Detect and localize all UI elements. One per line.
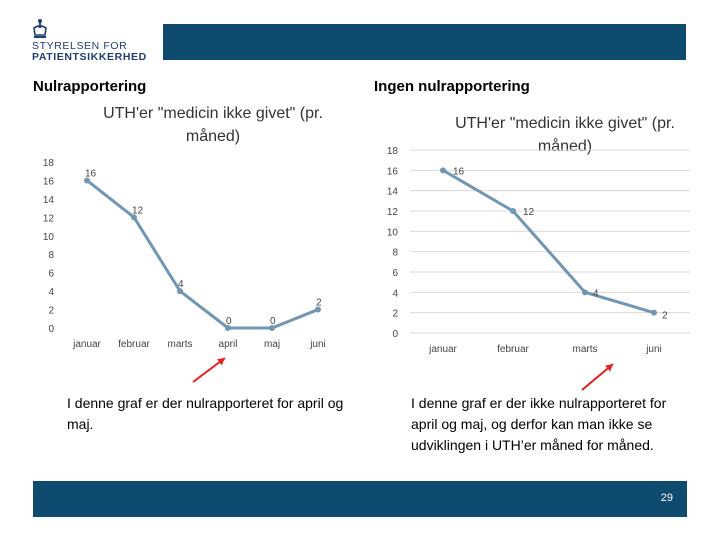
chart-2-y-tick-label: 6	[392, 268, 398, 279]
chart-2-data-label: 2	[662, 311, 668, 322]
chart-2-title-line-1: UTH'er "medicin ikke givet" (pr.	[455, 115, 675, 132]
chart-1-category-label: januar	[72, 339, 101, 350]
chart-1-data-label: 12	[132, 205, 144, 216]
chart-1-data-label: 16	[85, 168, 97, 179]
chart-2-category-label: januar	[428, 344, 457, 355]
chart-2-series-line	[442, 169, 655, 315]
chart-1-y-tick-label: 12	[43, 213, 55, 224]
crown-icon	[33, 19, 47, 38]
chart-1-y-tick-label: 16	[43, 176, 55, 187]
chart-1-y-tick-label: 14	[43, 195, 55, 206]
right-note: I denne graf er der ikke nulrapporteret …	[411, 395, 667, 453]
chart-2-data-label: 4	[593, 288, 599, 299]
chart-2-y-tick-label: 14	[387, 187, 399, 198]
logo-line-2: PATIENTSIKKERHED	[32, 51, 147, 63]
chart-2-y-tick-label: 0	[392, 329, 398, 340]
chart-2-data-point	[651, 309, 657, 316]
chart-1-y-tick-label: 8	[48, 250, 54, 261]
chart-2-data-point	[582, 289, 588, 296]
chart-1-data-point	[269, 325, 275, 331]
chart-2-y-tick-label: 2	[392, 309, 398, 320]
chart-2-data-point	[440, 167, 446, 174]
chart-1-category-label: april	[219, 339, 238, 350]
chart-2-y-tick-label: 4	[392, 288, 398, 299]
chart-2-title-line-2: måned)	[538, 137, 592, 155]
chart-2-data-label: 12	[523, 207, 535, 218]
chart-1-title-line-1: UTH'er "medicin ikke givet" (pr.	[103, 105, 323, 122]
annotation-arrowhead-1	[217, 358, 225, 366]
chart-1-y-tick-label: 6	[48, 269, 54, 280]
chart-1-data-label: 4	[178, 279, 184, 290]
chart-1-category-label: marts	[168, 339, 193, 350]
chart-2-category-label: juni	[645, 344, 662, 355]
chart-2-category-label: februar	[497, 344, 529, 355]
annotation-arrowhead-2	[605, 364, 613, 372]
logo: STYRELSEN FOR PATIENTSIKKERHED	[32, 18, 162, 63]
chart-1-y-tick-label: 2	[48, 306, 54, 317]
chart-1-data-label: 0	[226, 316, 232, 327]
chart-2-y-tick-label: 12	[387, 207, 399, 218]
chart-1-series-line	[86, 179, 319, 330]
chart-1-y-tick-label: 4	[48, 287, 54, 298]
logo-line-1: STYRELSEN FOR	[32, 40, 128, 52]
chart-1-data-point	[315, 306, 321, 313]
chart-1-data-point	[177, 288, 183, 295]
chart-1-data-point	[84, 177, 90, 184]
chart-1-category-label: juni	[309, 339, 326, 350]
chart-1-y-tick-label: 10	[43, 232, 55, 243]
chart-1-category-label: maj	[264, 339, 280, 350]
chart-1-data-point	[131, 214, 137, 221]
chart-2-y-tick-label: 8	[392, 248, 398, 259]
chart-2-y-tick-label: 16	[387, 166, 399, 177]
right-heading: Ingen nulrapportering	[374, 78, 530, 95]
chart-1-category-label: februar	[118, 339, 150, 350]
chart-1-data-label: 0	[270, 316, 276, 327]
left-note: I denne graf er der nulrapporteret for a…	[67, 395, 344, 432]
left-heading: Nulrapportering	[33, 78, 147, 95]
chart-2-y-tick-label: 18	[387, 146, 399, 157]
page-number: 29	[660, 492, 673, 504]
chart-1-data-point	[225, 325, 231, 331]
chart-2-category-label: marts	[573, 344, 598, 355]
footer-bar: 29	[33, 481, 687, 517]
chart-1-y-tick-label: 18	[43, 158, 55, 169]
chart-2-data-label: 16	[453, 166, 465, 177]
chart-2-data-point	[510, 208, 516, 214]
chart-1-title-line-2: måned)	[186, 127, 240, 145]
chart-1-data-label: 2	[316, 298, 322, 309]
chart-2-y-tick-label: 10	[387, 227, 399, 238]
header-bar	[163, 24, 686, 60]
chart-1-y-tick-label: 0	[48, 324, 54, 335]
